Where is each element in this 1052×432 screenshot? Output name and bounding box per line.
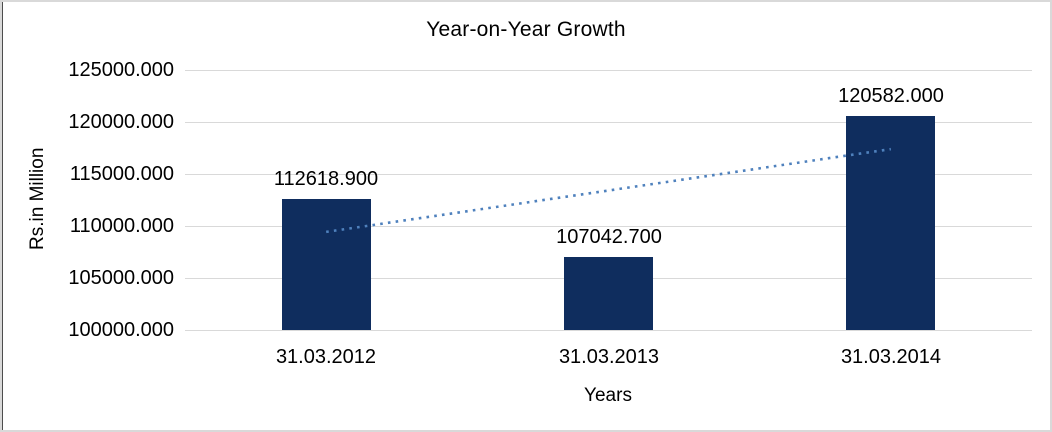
y-axis-tick-label: 120000.000 — [68, 111, 174, 133]
bar-value-label: 112618.900 — [273, 168, 379, 190]
y-axis-tick-label: 110000.000 — [69, 215, 174, 237]
left-edge-divider — [2, 2, 3, 430]
y-axis-tick-label: 115000.000 — [69, 163, 174, 185]
x-axis-category-label: 31.03.2013 — [558, 346, 660, 368]
gridline — [185, 330, 1032, 331]
x-axis-category-label: 31.03.2014 — [840, 346, 942, 368]
bar — [564, 257, 653, 330]
chart-title: Year-on-Year Growth — [426, 18, 626, 41]
bar-value-label: 120582.000 — [838, 85, 944, 107]
gridline — [185, 70, 1032, 71]
x-axis-category-label: 31.03.2012 — [275, 346, 377, 368]
gridline — [185, 122, 1032, 123]
y-axis-tick-label: 125000.000 — [68, 59, 174, 81]
bar — [846, 116, 935, 330]
y-axis-tick-label: 100000.000 — [68, 319, 174, 341]
bar-value-label: 107042.700 — [556, 226, 662, 248]
x-axis-title: Years — [584, 385, 632, 406]
y-axis-tick-label: 105000.000 — [68, 267, 174, 289]
bar — [282, 199, 371, 330]
